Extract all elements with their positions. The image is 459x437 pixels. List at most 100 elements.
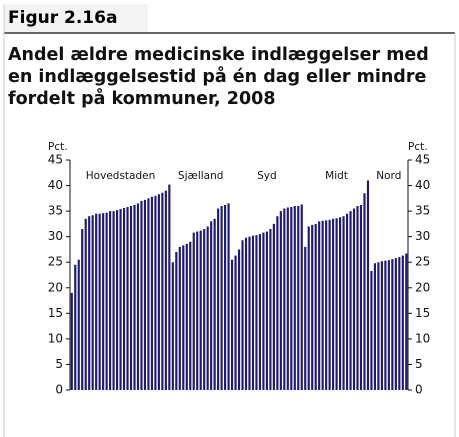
y2-axis-label: Pct. [408, 141, 428, 153]
bar [258, 234, 262, 390]
y2-tick-label: 40 [415, 178, 430, 192]
bar [265, 231, 268, 390]
bar [224, 204, 227, 390]
bar [74, 264, 77, 390]
bar [377, 262, 380, 390]
group-label: Nord [376, 170, 401, 182]
bar [210, 221, 213, 390]
bar [182, 245, 185, 390]
bar [230, 259, 234, 390]
bar [241, 240, 244, 390]
bar [147, 198, 150, 390]
group-label: Sjælland [178, 170, 223, 182]
bar [359, 204, 363, 390]
bar [203, 229, 206, 390]
bar [398, 257, 401, 390]
bar [157, 194, 160, 390]
y-axis-label: Pct. [48, 141, 68, 153]
bar [349, 211, 352, 390]
bar [366, 180, 370, 390]
y-tick-label: 0 [55, 383, 63, 397]
y2-tick-label: 5 [415, 357, 423, 371]
y-tick-label: 30 [48, 229, 63, 243]
y2-tick-label: 25 [415, 255, 430, 269]
y-tick-label: 5 [55, 357, 63, 371]
bar [161, 192, 164, 390]
bar [70, 292, 73, 390]
bar [133, 204, 136, 390]
bar [311, 224, 314, 390]
bar [171, 262, 174, 390]
bar [391, 259, 394, 390]
bar [345, 213, 349, 390]
bar [405, 253, 408, 390]
bar [91, 215, 94, 390]
group-label: Hovedstaden [86, 170, 155, 182]
bar [248, 236, 251, 390]
bar [168, 184, 171, 390]
bar [335, 218, 338, 390]
bar [328, 219, 331, 390]
bar [272, 223, 275, 390]
bar [109, 211, 112, 390]
y-tick-label: 10 [48, 331, 63, 345]
bar [384, 260, 387, 390]
bar [143, 199, 147, 390]
bar [112, 211, 115, 390]
bar [276, 216, 279, 390]
bar [318, 221, 321, 390]
bar [286, 207, 289, 390]
bar [380, 261, 383, 390]
y-tick-label: 25 [48, 255, 63, 269]
bar [102, 213, 105, 390]
group-label: Midt [325, 170, 348, 182]
bar [84, 218, 87, 390]
bar [234, 255, 237, 390]
bar [98, 213, 101, 390]
y2-tick-label: 45 [415, 153, 430, 167]
bar [126, 207, 129, 390]
bar [220, 206, 223, 390]
bar [304, 246, 307, 390]
bar [283, 208, 286, 390]
bar [178, 246, 181, 390]
bar [370, 270, 373, 390]
bar [394, 258, 397, 390]
bar [300, 204, 303, 390]
bar [154, 195, 157, 390]
bar [95, 213, 98, 390]
figure-label: Figur 2.16a [4, 4, 148, 32]
bar [244, 237, 248, 390]
bar [269, 229, 272, 390]
bar [199, 230, 202, 390]
bar [140, 200, 143, 390]
bar [115, 210, 119, 390]
bar [332, 218, 335, 390]
bar [196, 231, 199, 390]
bar [356, 206, 359, 390]
bar [387, 260, 390, 390]
chart-title: Andel ældre medicinske indlæggelser med … [8, 45, 429, 109]
bar [217, 208, 220, 390]
bar [363, 193, 366, 390]
bar [213, 218, 216, 390]
bar [164, 190, 167, 390]
y-tick-label: 20 [48, 280, 63, 294]
y-tick-label: 35 [48, 204, 63, 218]
bar [255, 235, 258, 390]
y2-tick-label: 0 [415, 383, 423, 397]
bar [314, 223, 317, 390]
y-tick-label: 40 [48, 178, 63, 192]
bar [119, 209, 122, 390]
bar [293, 206, 296, 390]
bar [185, 243, 188, 390]
bar [129, 206, 133, 390]
bar [373, 263, 377, 390]
y-tick-label: 15 [48, 306, 63, 320]
bar [237, 249, 241, 390]
y2-tick-label: 35 [415, 204, 430, 218]
bar [325, 220, 328, 390]
bar [192, 232, 195, 390]
y2-tick-label: 15 [415, 306, 430, 320]
